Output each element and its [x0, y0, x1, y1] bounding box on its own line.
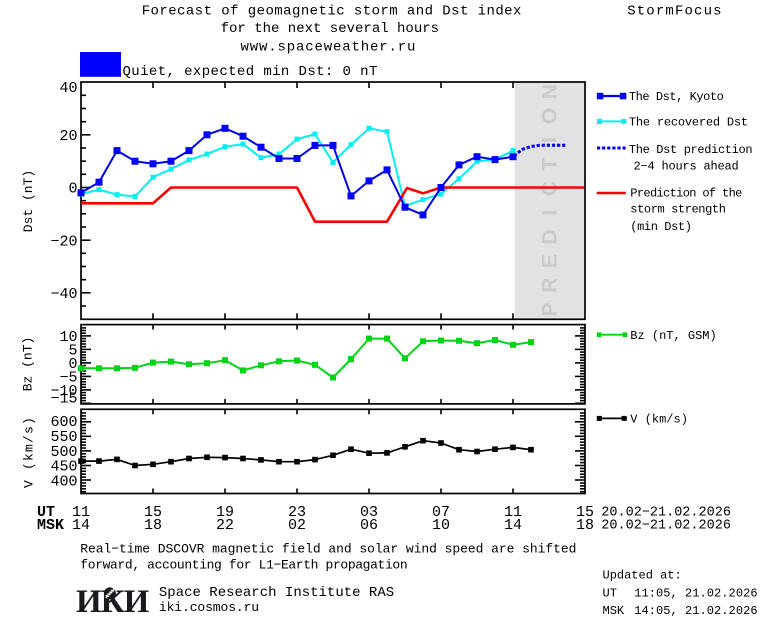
svg-text:−15: −15 [50, 390, 77, 407]
svg-text:2−4 hours ahead: 2−4 hours ahead [634, 160, 739, 174]
svg-text:15: 15 [576, 504, 594, 521]
svg-text:Real−time DSCOVR magnetic fiel: Real−time DSCOVR magnetic field and sola… [80, 541, 576, 556]
svg-text:23: 23 [288, 504, 306, 521]
svg-text:Updated at:: Updated at: [603, 568, 682, 582]
svg-text:02: 02 [288, 517, 306, 534]
svg-text:UT: UT [37, 504, 55, 521]
svg-text:Prediction of the: Prediction of the [630, 186, 742, 200]
svg-text:0: 0 [68, 181, 77, 198]
svg-text:20.02−21.02.2026: 20.02−21.02.2026 [601, 505, 731, 520]
svg-text:P: P [539, 302, 562, 316]
svg-text:10: 10 [59, 329, 77, 346]
svg-text:E: E [539, 254, 562, 268]
svg-text:14:05, 21.02.2026: 14:05, 21.02.2026 [634, 604, 757, 618]
svg-text:N: N [539, 84, 562, 99]
svg-text:Dst (nT): Dst (nT) [21, 170, 36, 232]
svg-text:06: 06 [360, 517, 378, 534]
svg-text:40: 40 [59, 80, 77, 97]
svg-text:Forecast of geomagnetic storm: Forecast of geomagnetic storm and Dst in… [142, 4, 522, 20]
svg-text:Bz (nT): Bz (nT) [20, 337, 35, 392]
svg-text:15: 15 [144, 504, 162, 521]
svg-text:V (km/s): V (km/s) [21, 416, 36, 488]
svg-text:14: 14 [72, 517, 90, 534]
svg-text:R: R [539, 278, 562, 293]
svg-text:The Dst prediction: The Dst prediction [629, 143, 752, 157]
svg-text:19: 19 [216, 504, 234, 521]
svg-text:−40: −40 [50, 286, 77, 303]
svg-text:03: 03 [360, 504, 378, 521]
svg-text:14: 14 [504, 517, 522, 534]
svg-text:600: 600 [50, 414, 77, 431]
svg-text:storm strength: storm strength [630, 203, 725, 217]
svg-text:forward, accounting for L1−Ear: forward, accounting for L1−Earth propaga… [80, 557, 407, 572]
svg-text:18: 18 [576, 517, 594, 534]
svg-text:UT: UT [603, 587, 617, 601]
svg-text:11: 11 [504, 504, 522, 521]
svg-text:MSK: MSK [37, 517, 64, 534]
svg-text:−5: −5 [59, 370, 77, 387]
svg-text:D: D [539, 229, 562, 244]
svg-text:−20: −20 [50, 233, 77, 250]
svg-text:O: O [539, 108, 562, 124]
svg-text:5: 5 [68, 343, 77, 360]
svg-text:iki.cosmos.ru: iki.cosmos.ru [159, 600, 259, 615]
svg-text:MSK: MSK [603, 604, 625, 618]
svg-text:www.spaceweather.ru: www.spaceweather.ru [241, 40, 417, 56]
svg-text:Quiet, expected min Dst: 0 nT: Quiet, expected min Dst: 0 nT [123, 64, 378, 80]
svg-text:I: I [539, 137, 562, 143]
svg-text:550: 550 [50, 429, 77, 446]
svg-text:20: 20 [59, 128, 77, 145]
svg-text:T: T [539, 158, 562, 171]
svg-text:Space Research Institute RAS: Space Research Institute RAS [159, 585, 394, 601]
svg-text:10: 10 [432, 517, 450, 534]
svg-text:18: 18 [144, 517, 162, 534]
svg-text:I: I [539, 210, 562, 216]
svg-text:The recovered Dst: The recovered Dst [629, 116, 748, 130]
svg-text:Bz (nT, GSM): Bz (nT, GSM) [630, 329, 716, 343]
svg-text:−10: −10 [50, 383, 77, 400]
svg-text:07: 07 [432, 504, 450, 521]
svg-text:StormFocus: StormFocus [627, 4, 723, 20]
svg-text:for the next several hours: for the next several hours [221, 21, 439, 37]
svg-text:The Dst, Kyoto: The Dst, Kyoto [629, 90, 724, 104]
svg-text:11:05, 21.02.2026: 11:05, 21.02.2026 [634, 587, 757, 601]
svg-text:(min Dst): (min Dst) [630, 220, 691, 234]
svg-text:11: 11 [72, 504, 90, 521]
svg-text:0: 0 [68, 356, 77, 373]
svg-text:500: 500 [50, 444, 77, 461]
svg-text:400: 400 [50, 473, 77, 490]
svg-text:22: 22 [216, 517, 234, 534]
svg-text:V (km/s): V (km/s) [630, 413, 688, 427]
svg-text:20.02−21.02.2026: 20.02−21.02.2026 [601, 518, 731, 533]
svg-text:450: 450 [50, 459, 77, 476]
